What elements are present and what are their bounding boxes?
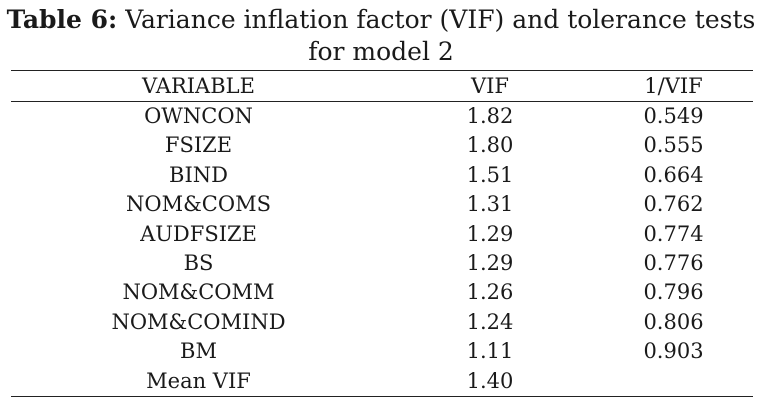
- cell-inverse-vif: 0.796: [643, 280, 704, 305]
- header-inverse-vif: 1/VIF: [644, 74, 703, 98]
- cell-variable: FSIZE: [164, 133, 233, 158]
- cell-vif: 1.82: [466, 104, 514, 128]
- cell-inverse-vif: 0.762: [643, 192, 704, 217]
- caption-line-2: for model 2: [308, 37, 454, 66]
- header-vif: VIF: [470, 74, 510, 98]
- table-number-label: Table 6:: [6, 5, 118, 34]
- cell-vif: 1.51: [466, 162, 514, 187]
- cell-variable: Mean VIF: [146, 368, 251, 393]
- cell-vif: 1.11: [466, 339, 514, 364]
- vif-table-container: VARIABLE VIF 1/VIF OWNCON 1.82 0.549 FSI…: [11, 70, 753, 397]
- cell-vif: 1.26: [466, 280, 514, 305]
- cell-variable: AUDFSIZE: [140, 221, 257, 246]
- cell-inverse-vif: [594, 367, 753, 397]
- cell-inverse-vif: 0.774: [643, 221, 704, 246]
- cell-variable: NOM&COMS: [126, 192, 271, 217]
- table-row: NOM&COMS 1.31 0.762: [11, 190, 753, 219]
- table-row: BS 1.29 0.776: [11, 249, 753, 278]
- cell-vif: 1.29: [466, 251, 514, 276]
- cell-inverse-vif: 0.903: [643, 339, 704, 364]
- table-row: NOM&COMM 1.26 0.796: [11, 278, 753, 307]
- cell-vif: 1.31: [466, 192, 514, 217]
- table-row: NOM&COMIND 1.24 0.806: [11, 308, 753, 337]
- table-row: FSIZE 1.80 0.555: [11, 131, 753, 160]
- table-row: OWNCON 1.82 0.549: [11, 102, 753, 132]
- cell-variable: BIND: [169, 162, 228, 187]
- cell-vif: 1.29: [466, 221, 514, 246]
- cell-variable: OWNCON: [144, 104, 253, 128]
- cell-variable: NOM&COMIND: [111, 309, 286, 334]
- cell-variable: NOM&COMM: [122, 280, 275, 305]
- cell-inverse-vif: 0.555: [643, 133, 704, 158]
- cell-inverse-vif: 0.776: [643, 251, 704, 276]
- cell-inverse-vif: 0.549: [643, 104, 704, 128]
- cell-inverse-vif: 0.664: [643, 162, 704, 187]
- table-row: BM 1.11 0.903: [11, 337, 753, 366]
- header-variable: VARIABLE: [142, 74, 255, 98]
- caption-title-text: Variance inflation factor (VIF) and tole…: [117, 5, 756, 34]
- table-row: AUDFSIZE 1.29 0.774: [11, 220, 753, 249]
- caption-line-1: Table 6: Variance inflation factor (VIF)…: [0, 4, 762, 36]
- table-caption: Table 6: Variance inflation factor (VIF)…: [0, 4, 762, 68]
- table-row: BIND 1.51 0.664: [11, 161, 753, 190]
- vif-table: VARIABLE VIF 1/VIF OWNCON 1.82 0.549 FSI…: [11, 70, 753, 397]
- cell-vif: 1.24: [466, 309, 514, 334]
- cell-variable: BS: [183, 251, 214, 276]
- table-header-row: VARIABLE VIF 1/VIF: [11, 70, 753, 102]
- table-row-mean-vif: Mean VIF 1.40: [11, 367, 753, 397]
- cell-inverse-vif: 0.806: [643, 309, 704, 334]
- cell-vif: 1.40: [466, 368, 514, 393]
- cell-variable: BM: [180, 339, 217, 364]
- cell-vif: 1.80: [466, 133, 514, 158]
